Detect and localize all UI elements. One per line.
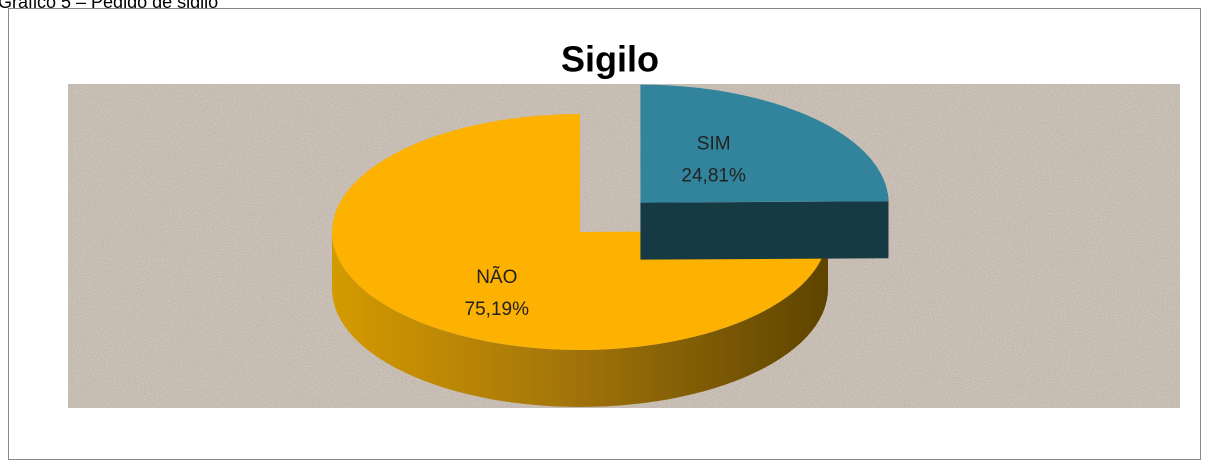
- data-label-category: SIM: [697, 134, 731, 155]
- chart-title: Sigilo: [561, 39, 659, 80]
- slice-top: [332, 114, 828, 350]
- slice-top: [640, 84, 889, 203]
- caption: Gráfico 5 – Pedido de sigilo: [0, 0, 218, 12]
- slice: SIM 24,81%: [640, 84, 889, 260]
- data-label-value: 24,81%: [681, 166, 746, 187]
- slice-wall: [332, 232, 828, 407]
- data-label-category: NÃO: [476, 266, 517, 288]
- slice-wall: [887, 192, 889, 259]
- slice-side-face: [640, 201, 889, 260]
- slice: NÃO 75,19%: [332, 114, 828, 407]
- data-label-value: 75,19%: [465, 299, 530, 320]
- pie: NÃO 75,19% SIM 24,81%: [332, 84, 889, 407]
